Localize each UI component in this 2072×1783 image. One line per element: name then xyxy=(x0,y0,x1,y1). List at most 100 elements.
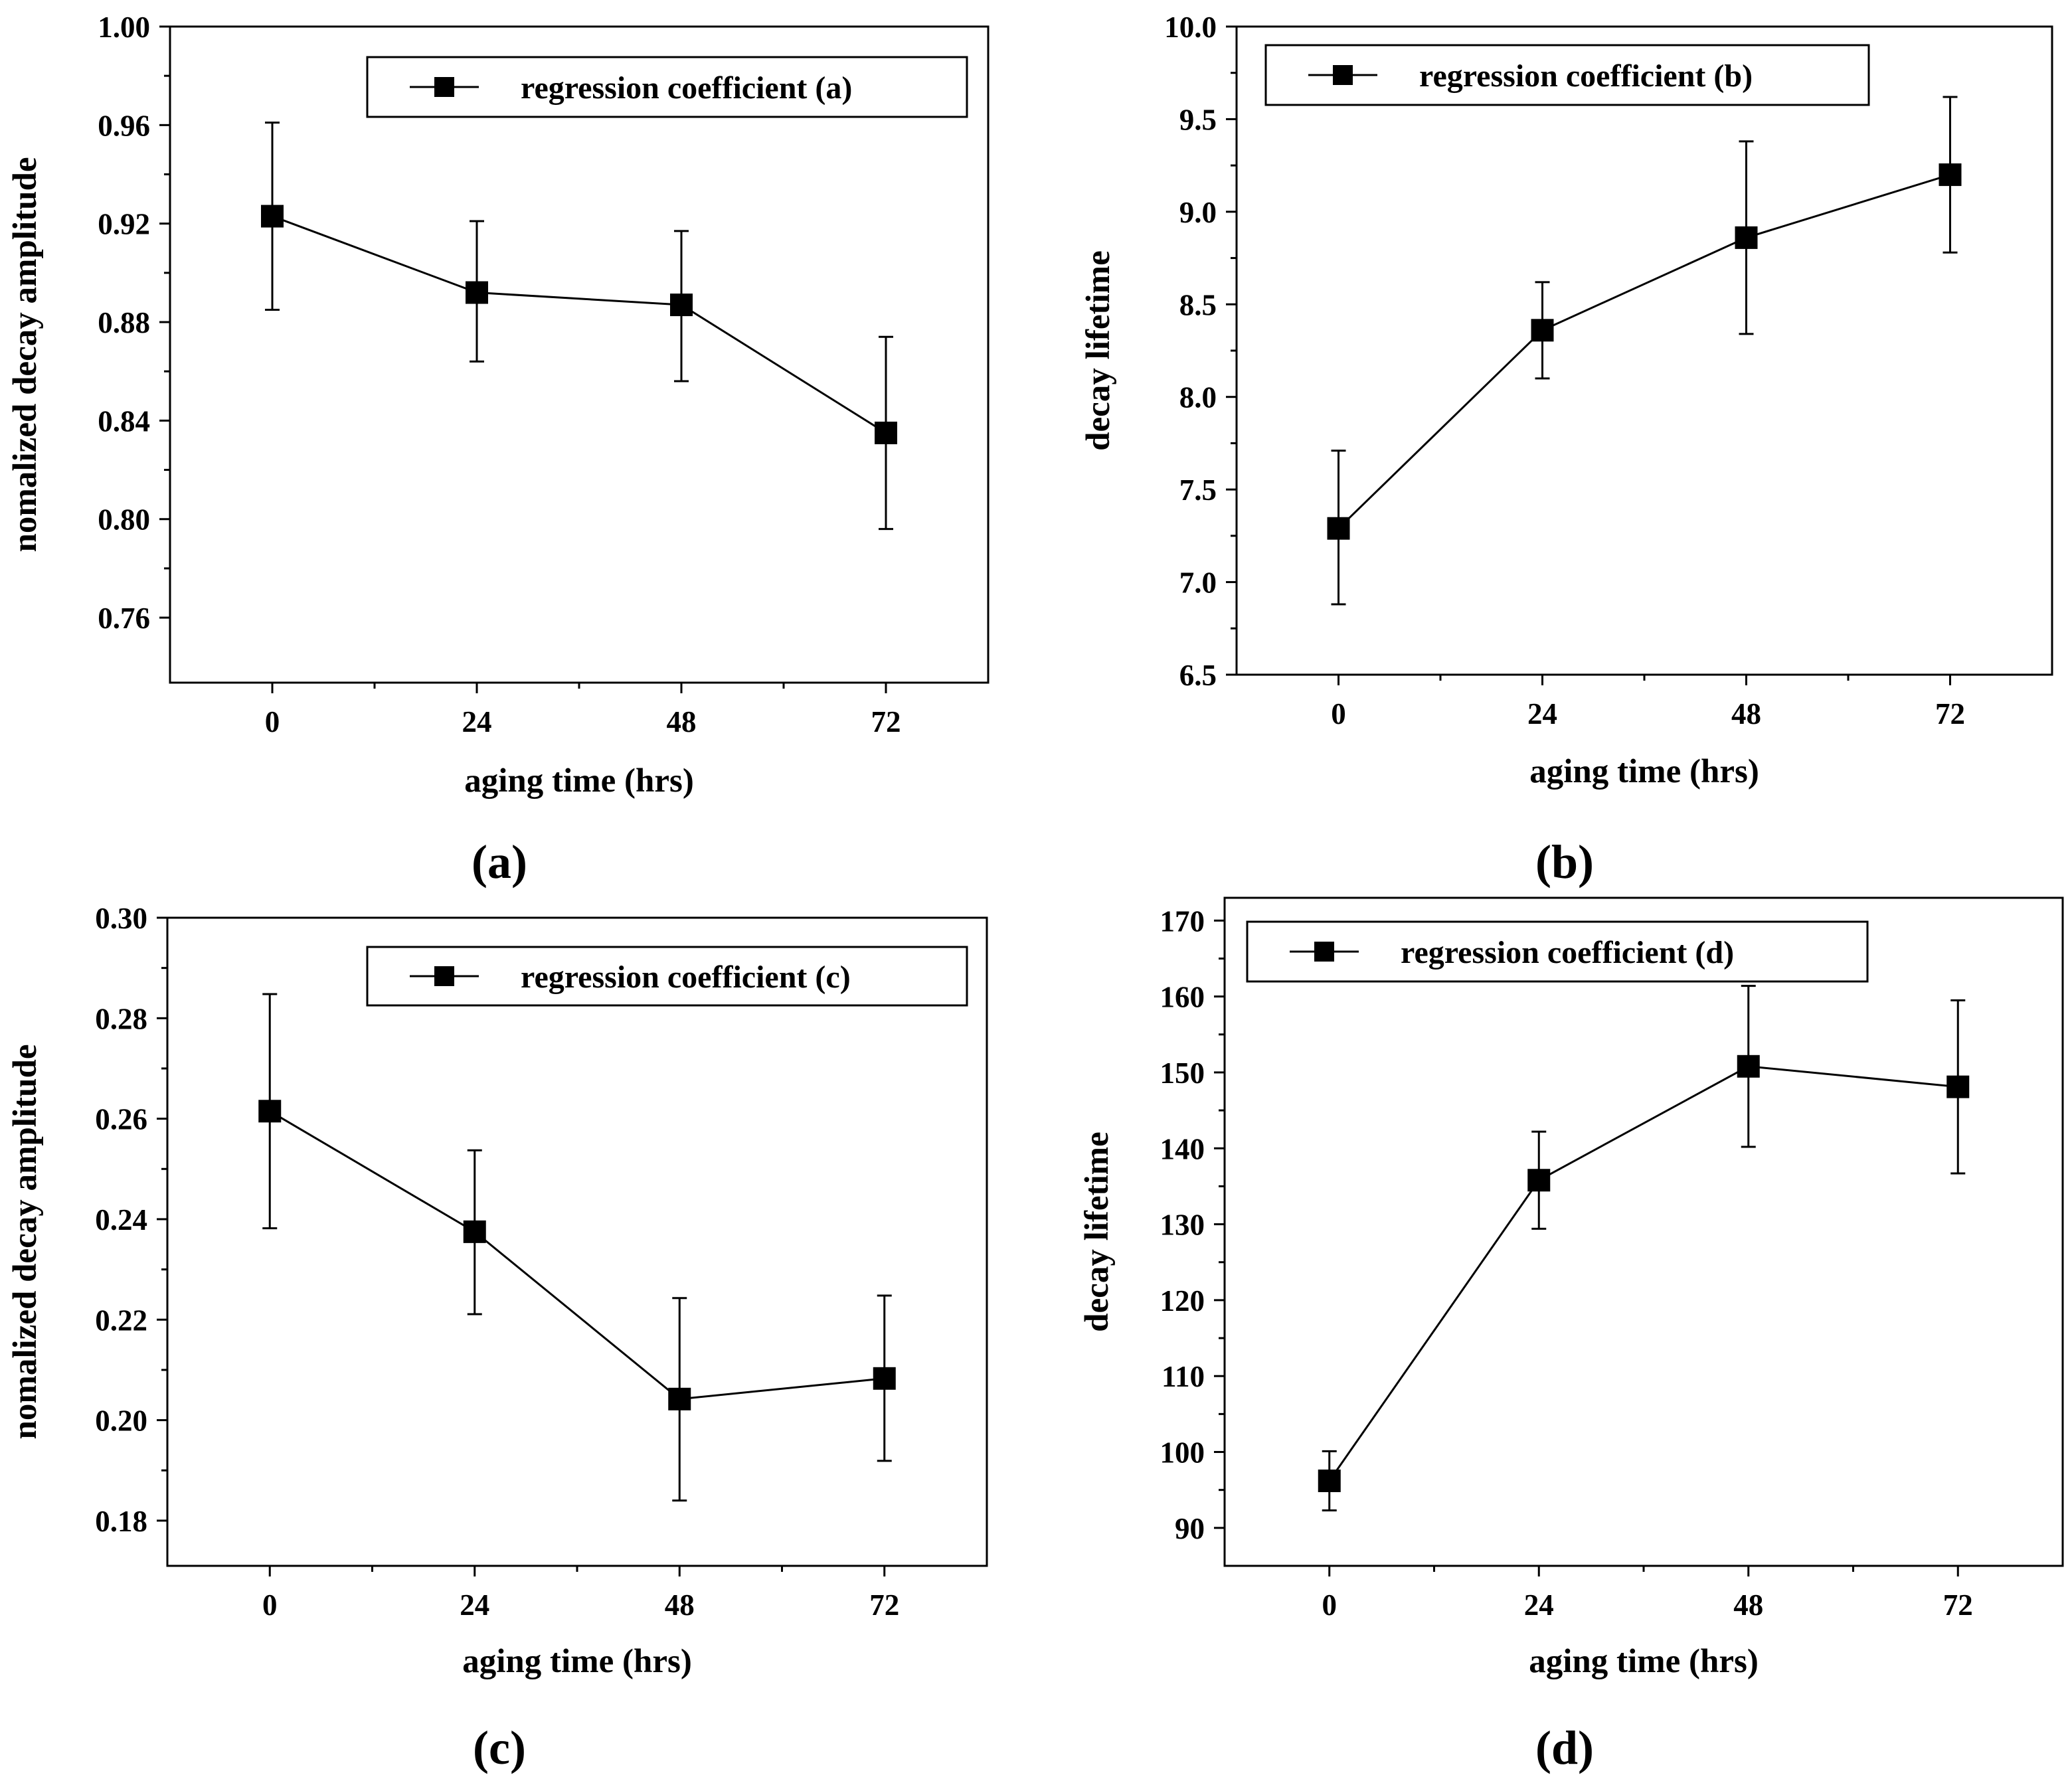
data-point-marker xyxy=(1318,1469,1341,1492)
y-tick-label: 0.84 xyxy=(98,404,150,438)
y-tick-label: 160 xyxy=(1160,981,1205,1014)
data-point-marker xyxy=(1939,163,1962,187)
data-point-marker xyxy=(873,1367,896,1390)
x-tick-label: 0 xyxy=(1322,1588,1338,1622)
y-tick-label: 90 xyxy=(1175,1512,1205,1545)
y-tick-label: 0.96 xyxy=(98,109,150,142)
y-tick-label: 0.22 xyxy=(95,1304,147,1337)
legend-marker xyxy=(434,966,454,986)
data-point-marker xyxy=(670,294,693,317)
plot-frame xyxy=(166,916,988,1567)
x-tick-label: 72 xyxy=(1943,1588,1973,1622)
data-point-marker xyxy=(1735,226,1758,249)
data-point-marker xyxy=(1327,517,1350,540)
legend-label: regression coefficient (d) xyxy=(1401,935,1734,970)
y-tick-label: 120 xyxy=(1160,1284,1205,1317)
y-tick-label: 0.24 xyxy=(95,1203,147,1236)
y-tick-label: 6.5 xyxy=(1179,659,1217,692)
x-tick-label: 48 xyxy=(665,1588,695,1622)
y-tick-label: 0.88 xyxy=(98,306,150,339)
y-tick-label: 0.76 xyxy=(98,602,150,635)
series-line xyxy=(1338,173,1950,529)
x-tick-label: 72 xyxy=(871,705,901,738)
data-point-marker xyxy=(258,1100,282,1123)
data-point-marker xyxy=(466,281,488,304)
y-tick-label: 100 xyxy=(1160,1436,1205,1470)
panel-caption: (d) xyxy=(1535,1721,1594,1774)
x-tick-label: 24 xyxy=(460,1588,489,1622)
panel-caption: (b) xyxy=(1535,835,1594,889)
y-tick-label: 8.0 xyxy=(1179,381,1217,414)
chart-panel-c: 0 24 48 72 0.18 0.20 0.22 0.24 0.26 0.28 0.30 aging… xyxy=(7,902,988,1774)
y-tick-label: 8.5 xyxy=(1179,288,1217,321)
data-point-marker xyxy=(875,421,897,444)
x-tick-label: 48 xyxy=(1733,1588,1763,1622)
legend-marker xyxy=(1333,65,1353,85)
panel-caption: (c) xyxy=(473,1721,526,1774)
x-tick-label: 48 xyxy=(1731,697,1761,730)
y-tick-label: 0.92 xyxy=(98,208,150,241)
y-axis-title: decay lifetime xyxy=(1079,1132,1116,1332)
series-line xyxy=(1328,1065,1958,1482)
y-tick-label: 0.20 xyxy=(95,1404,147,1438)
x-axis-title: aging time (hrs) xyxy=(464,762,694,800)
x-tick-label: 48 xyxy=(667,705,697,738)
y-tick-label: 0.30 xyxy=(95,902,147,935)
y-tick-label: 7.5 xyxy=(1179,473,1217,507)
x-tick-label: 0 xyxy=(265,705,280,738)
y-tick-label: 0.28 xyxy=(95,1002,147,1035)
y-axis-title: decay lifetime xyxy=(1080,250,1117,451)
data-point-marker xyxy=(668,1387,691,1410)
legend-marker xyxy=(434,77,454,97)
legend: regression coefficient (a) xyxy=(366,56,968,118)
y-tick-label: 10.0 xyxy=(1164,11,1217,44)
x-tick-label: 24 xyxy=(1524,1588,1554,1622)
plot-frame xyxy=(1235,25,2053,676)
chart-panel-a: 0 24 48 72 0.76 0.80 0.84 0.88 0.92 0.96 1.00 aging… xyxy=(7,11,990,889)
x-tick-label: 0 xyxy=(262,1588,278,1622)
y-tick-label: 170 xyxy=(1160,904,1205,938)
y-tick-label: 0.18 xyxy=(95,1505,147,1538)
x-tick-label: 72 xyxy=(1935,697,1965,730)
x-tick-label: 24 xyxy=(1527,697,1557,730)
y-tick-label: 7.0 xyxy=(1179,566,1217,600)
y-axis-title: nomalized decay amplitude xyxy=(7,1045,44,1440)
chart-panel-d: 0 24 48 72 90 100 110 120 130 140 150 160 170 aging t… xyxy=(1079,896,2064,1774)
plot-frame xyxy=(169,25,990,684)
x-tick-label: 0 xyxy=(1331,697,1346,730)
x-axis-title: aging time (hrs) xyxy=(1529,753,1759,790)
data-point-marker xyxy=(463,1220,486,1243)
y-tick-label: 140 xyxy=(1160,1132,1205,1165)
y-tick-label: 1.00 xyxy=(98,11,150,44)
x-axis-title: aging time (hrs) xyxy=(1529,1643,1759,1680)
series-line xyxy=(272,215,887,434)
legend-label: regression coefficient (b) xyxy=(1419,58,1753,94)
y-tick-label: 150 xyxy=(1160,1057,1205,1090)
y-tick-label: 9.0 xyxy=(1179,196,1217,229)
legend: regression coefficient (d) xyxy=(1246,920,1869,983)
legend: regression coefficient (c) xyxy=(366,946,968,1007)
chart-panel-b: 0 24 48 72 6.5 7.0 7.5 8.0 8.5 9.0 9.5 10.0 aging ti… xyxy=(1080,11,2053,889)
legend-label: regression coefficient (c) xyxy=(521,960,851,995)
y-tick-label: 110 xyxy=(1162,1360,1205,1393)
y-tick-label: 9.5 xyxy=(1179,103,1217,136)
plot-frame xyxy=(1223,896,2064,1567)
data-point-marker xyxy=(1946,1075,1970,1098)
data-point-marker xyxy=(261,205,284,228)
y-axis-title: nomalized decay amplitude xyxy=(7,157,44,552)
x-axis-title: aging time (hrs) xyxy=(462,1643,692,1680)
data-point-marker xyxy=(1527,1169,1551,1192)
y-tick-label: 0.26 xyxy=(95,1103,147,1136)
y-tick-label: 130 xyxy=(1160,1209,1205,1242)
y-tick-label: 0.80 xyxy=(98,503,150,537)
data-point-marker xyxy=(1531,319,1554,342)
legend-label: regression coefficient (a) xyxy=(521,70,852,106)
legend: regression coefficient (b) xyxy=(1264,44,1870,106)
x-tick-label: 72 xyxy=(869,1588,899,1622)
x-tick-label: 24 xyxy=(462,705,492,738)
legend-marker xyxy=(1314,942,1334,962)
panel-caption: (a) xyxy=(472,835,527,889)
data-point-marker xyxy=(1737,1055,1760,1078)
series-line xyxy=(269,1110,885,1401)
